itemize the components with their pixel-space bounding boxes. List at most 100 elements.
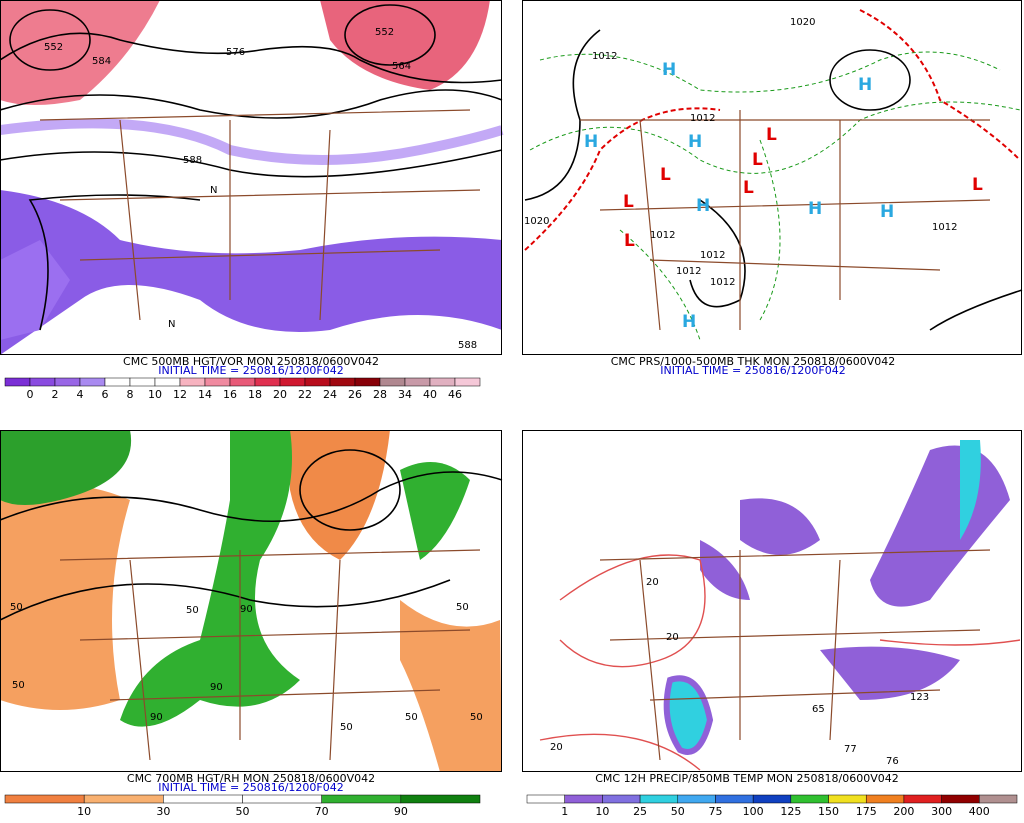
- scale-label: 4: [77, 388, 84, 401]
- panel-700mb: 50 50 50 90 90 90 50 50 50 50: [0, 430, 503, 772]
- scale-label: 175: [856, 805, 877, 818]
- low-label: L: [623, 192, 634, 212]
- scale-label: 14: [198, 388, 212, 401]
- scale-label: 8: [127, 388, 134, 401]
- panel-caption: CMC PRS/1000-500MB THK MON 250818/0600V0…: [611, 355, 896, 368]
- isobar-label: 1020: [790, 17, 815, 28]
- high-label: H: [662, 60, 676, 80]
- scale-swatch: [639, 794, 679, 804]
- scale-swatch: [715, 794, 754, 804]
- isobar-label: 1020: [524, 216, 549, 227]
- scale-swatch: [204, 377, 231, 387]
- contour-label: 50: [10, 602, 23, 613]
- contour: [0, 471, 503, 621]
- moist-area: [400, 462, 470, 560]
- scale-swatch: [454, 377, 481, 387]
- contour-label: 50: [186, 605, 199, 616]
- isobar-label: 1012: [650, 230, 675, 241]
- scale-swatch: [941, 794, 980, 804]
- scale-swatch: [229, 377, 256, 387]
- low-label: L: [752, 150, 763, 170]
- scale-swatch: [979, 794, 1018, 804]
- contour: [299, 449, 401, 531]
- isobar: [829, 49, 911, 111]
- scale-label: 22: [298, 388, 312, 401]
- thickness-contour: [619, 139, 781, 341]
- contour-label: 50: [405, 712, 418, 723]
- scale-swatch: [321, 794, 402, 804]
- scale-label: 40: [423, 388, 437, 401]
- scale-label: 0: [27, 388, 34, 401]
- map-border: [522, 430, 1022, 772]
- map-border: [0, 0, 502, 355]
- temp-label: 20: [646, 577, 659, 588]
- scale-swatch: [279, 377, 306, 387]
- scale-label: 30: [156, 805, 170, 818]
- scale-swatch: [903, 794, 942, 804]
- isobar-label: 1012: [592, 51, 617, 62]
- scale-label: 25: [633, 805, 647, 818]
- scale-swatch: [790, 794, 829, 804]
- scale-label: 300: [931, 805, 952, 818]
- scale-swatch: [79, 377, 106, 387]
- scale-swatch: [828, 794, 867, 804]
- dry-area: [400, 600, 502, 772]
- scale-swatch: [526, 794, 565, 804]
- scale-label: 10: [148, 388, 162, 401]
- high-label: H: [682, 312, 696, 332]
- initial-time: INITIAL TIME = 250816/1200F042: [158, 364, 343, 377]
- isobar-label: 1012: [700, 250, 725, 261]
- scale-swatch: [254, 377, 281, 387]
- precip-area: [960, 440, 981, 540]
- isobar-label: 1012: [932, 222, 957, 233]
- scale-label: 12: [173, 388, 187, 401]
- scale-label: 26: [348, 388, 362, 401]
- state-borders: [39, 109, 481, 321]
- state-borders: [599, 549, 991, 761]
- map-border: [522, 0, 1022, 355]
- vorticity-area: [320, 0, 490, 90]
- moist-area: [120, 430, 300, 727]
- scale-swatch: [329, 377, 356, 387]
- vorticity-area: [0, 190, 502, 355]
- scale-label: 10: [77, 805, 91, 818]
- scale-label: 6: [102, 388, 109, 401]
- scale-label: 150: [818, 805, 839, 818]
- scale-swatch: [163, 794, 243, 804]
- contour: [344, 4, 436, 66]
- high-label: H: [880, 202, 894, 222]
- contour: [0, 89, 503, 119]
- high-label: H: [808, 199, 822, 219]
- scale-label: 20: [273, 388, 287, 401]
- contour-label: 576: [226, 47, 245, 58]
- thickness-contour: [539, 51, 1001, 93]
- panel-caption: CMC 700MB HGT/RH MON 250818/0600V042: [127, 772, 375, 785]
- scale-swatch: [602, 794, 641, 804]
- low-label: L: [624, 231, 635, 251]
- scale-label: 70: [315, 805, 329, 818]
- state-borders: [59, 549, 481, 761]
- scale-swatch: [154, 377, 181, 387]
- panel-caption: CMC 500MB HGT/VOR MON 250818/0600V042: [123, 355, 379, 368]
- panel-precip: 20 20 20 65 77 76 123: [522, 430, 1022, 772]
- scale-label: 34: [398, 388, 412, 401]
- center-label: N: [210, 185, 217, 196]
- scale-swatch: [400, 794, 481, 804]
- panel-pressure: H H H H H H H H L L L L L L L 1020 1012 …: [522, 0, 1023, 355]
- temp-label: 20: [550, 742, 563, 753]
- scale-swatch: [54, 377, 81, 387]
- low-label: L: [766, 125, 777, 145]
- scale-swatch: [4, 794, 85, 804]
- panel-500mb: 552 584 576 552 564 588 588 N N: [0, 0, 504, 355]
- temp-label: 20: [666, 632, 679, 643]
- scale-swatch: [429, 377, 456, 387]
- moist-area: [0, 430, 132, 505]
- scale-label: 400: [969, 805, 990, 818]
- scale-label: 16: [223, 388, 237, 401]
- scale-swatch: [677, 794, 716, 804]
- initial-time: INITIAL TIME = 250816/1200F042: [660, 364, 845, 377]
- scale-swatch: [129, 377, 156, 387]
- scale-swatch: [865, 794, 905, 804]
- precip-label: 123: [910, 692, 929, 703]
